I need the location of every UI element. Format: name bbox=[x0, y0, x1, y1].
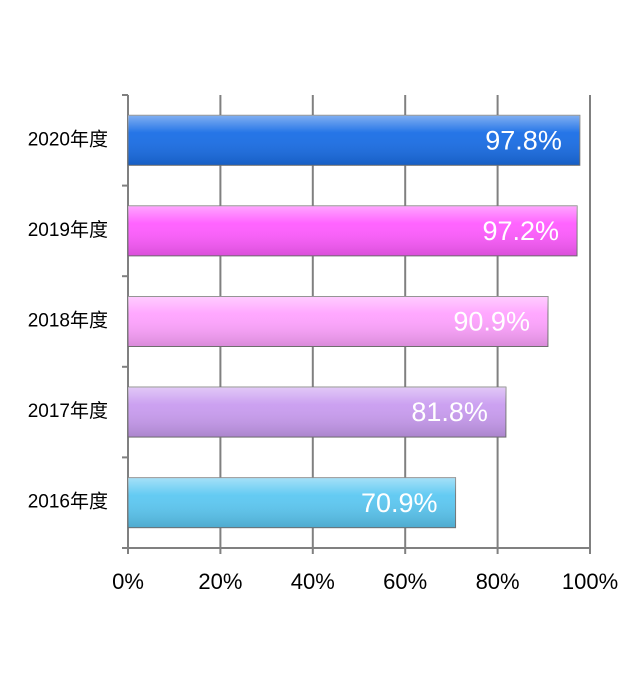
y-tick-label: 2019年度 bbox=[28, 219, 108, 241]
value-label: 97.8% bbox=[485, 125, 562, 155]
x-tick-label: 100% bbox=[562, 569, 618, 594]
bar-shine bbox=[128, 387, 506, 438]
bar-shine bbox=[128, 296, 548, 347]
value-label: 81.8% bbox=[411, 397, 488, 427]
x-tick-label: 80% bbox=[476, 569, 520, 594]
bar-shine bbox=[128, 477, 456, 528]
value-label: 70.9% bbox=[361, 488, 438, 518]
x-tick-label: 60% bbox=[383, 569, 427, 594]
x-tick-label: 0% bbox=[112, 569, 144, 594]
x-tick-label: 20% bbox=[198, 569, 242, 594]
y-tick-label: 2016年度 bbox=[28, 491, 108, 513]
bar-shine bbox=[128, 115, 580, 166]
y-tick-label: 2020年度 bbox=[28, 128, 108, 150]
y-tick-label: 2018年度 bbox=[28, 310, 108, 332]
x-tick-label: 40% bbox=[291, 569, 335, 594]
value-label: 97.2% bbox=[483, 216, 560, 246]
value-label: 90.9% bbox=[453, 307, 530, 337]
bar-shine bbox=[128, 205, 578, 256]
y-tick-label: 2017年度 bbox=[28, 400, 108, 422]
